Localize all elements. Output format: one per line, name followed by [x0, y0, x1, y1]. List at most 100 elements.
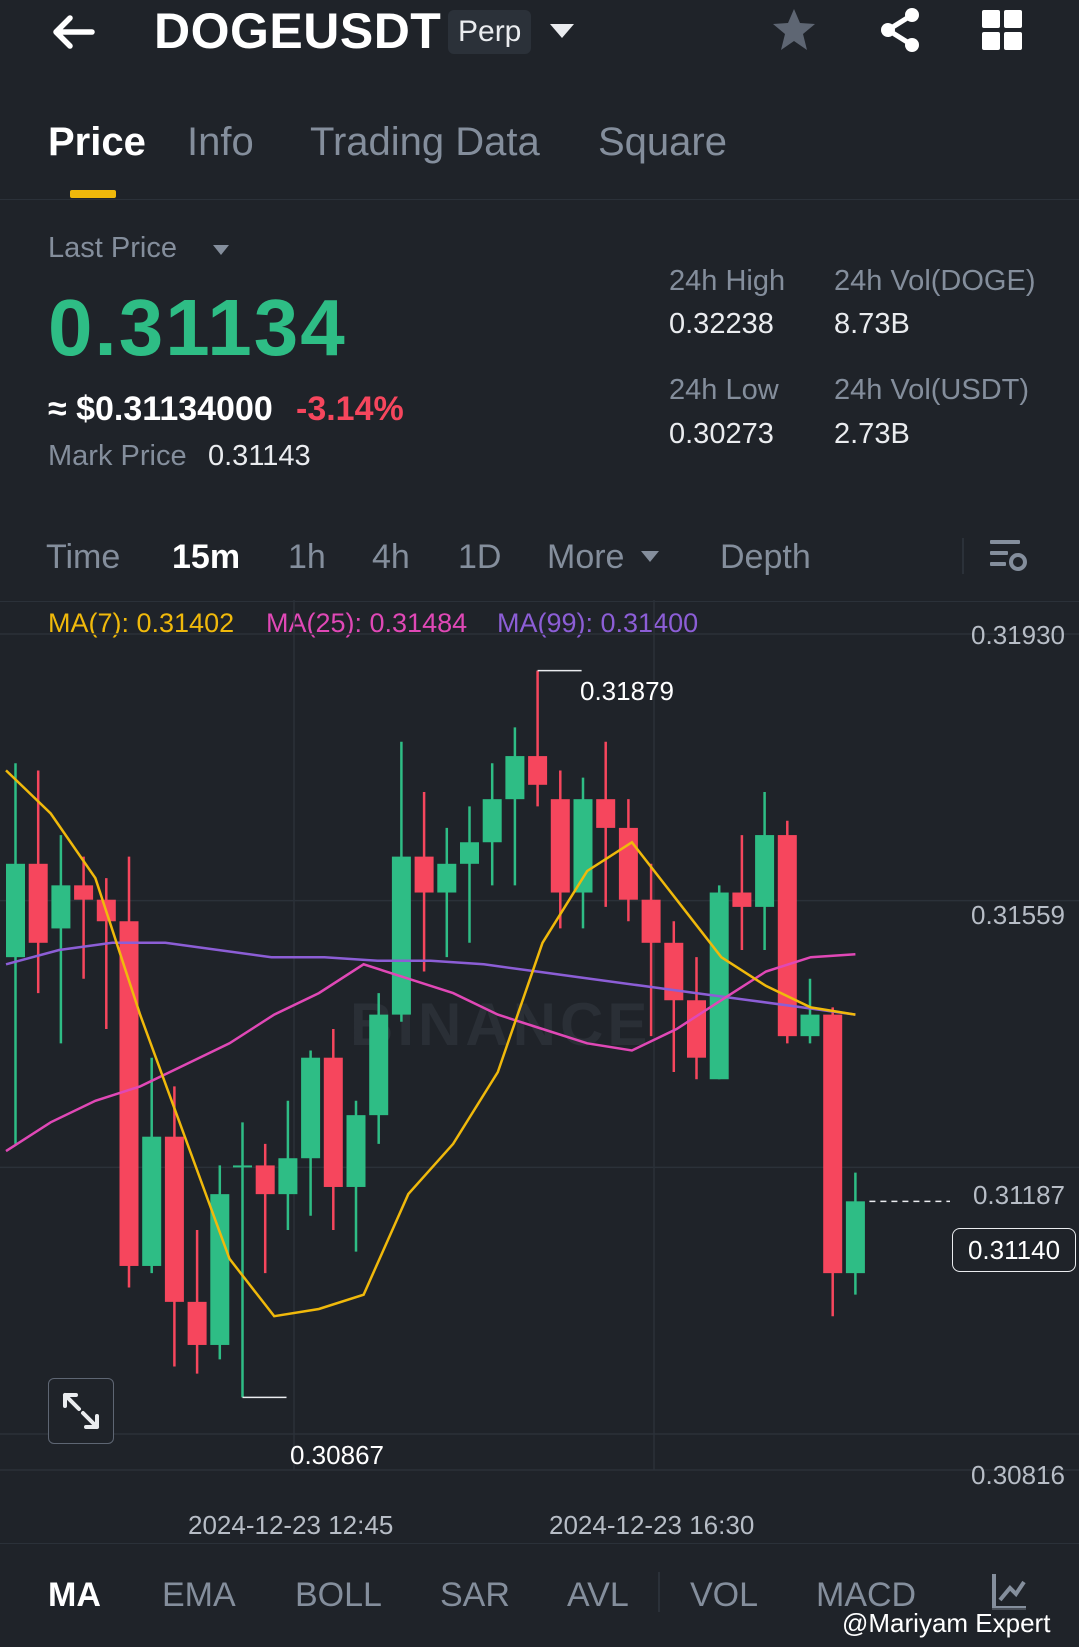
ma7-line [5, 769, 856, 1318]
candle-body [187, 1301, 207, 1345]
drawing-tool-icon[interactable] [990, 1572, 1030, 1612]
chart-settings-icon[interactable] [988, 536, 1028, 576]
ma99-line [5, 941, 856, 1016]
candle-body [391, 856, 411, 1015]
indicator-divider [658, 1572, 660, 1612]
candle-body [618, 827, 638, 900]
candle-body [51, 885, 71, 929]
vol-base-label: 24h Vol(DOGE) [834, 265, 1036, 297]
candle-body [755, 835, 775, 907]
time-axis-label: 2024-12-23 16:30 [549, 1510, 755, 1540]
candle-body [482, 799, 502, 843]
candle-body [596, 799, 616, 828]
tab-square[interactable]: Square [598, 120, 727, 164]
candle-body [6, 863, 25, 958]
candle-body [28, 863, 48, 943]
top-bar: DOGEUSDT Perp [0, 0, 1079, 96]
candle-body [777, 835, 797, 1037]
tab-trading-data[interactable]: Trading Data [310, 120, 540, 164]
vol-quote-value: 2.73B [834, 418, 910, 450]
low-24h-label: 24h Low [669, 374, 779, 406]
tf-more[interactable]: More [547, 538, 625, 576]
candle-body [414, 856, 434, 893]
candle-body [278, 1158, 298, 1195]
candle-body [346, 1115, 366, 1187]
tf-time[interactable]: Time [46, 538, 121, 576]
candle-body [142, 1136, 162, 1266]
candle-body [119, 921, 139, 1266]
high-marker-label: 0.31879 [580, 676, 674, 706]
candle-body [687, 1000, 706, 1058]
high-24h-value: 0.32238 [669, 308, 774, 340]
back-arrow-icon[interactable] [48, 8, 104, 56]
candle-body [709, 892, 729, 1080]
candle-body [845, 1201, 865, 1274]
low-24h-value: 0.30273 [669, 418, 774, 450]
active-tab-indicator [70, 190, 116, 198]
ma25-legend: MA(25): 0.31484 [266, 608, 468, 638]
candle-body [164, 1136, 184, 1302]
indicator-ma[interactable]: MA [48, 1576, 101, 1614]
symbol-dropdown-icon[interactable] [548, 22, 576, 40]
tf-4h[interactable]: 4h [372, 538, 410, 576]
candle-body [369, 1014, 389, 1116]
vol-base-value: 8.73B [834, 308, 910, 340]
price-axis-label: 0.30816 [971, 1460, 1065, 1490]
vol-quote-label: 24h Vol(USDT) [834, 374, 1030, 406]
price-axis-label: 0.31187 [972, 1180, 1065, 1210]
low-marker-label: 0.30867 [290, 1440, 384, 1470]
mark-price-value: 0.31143 [208, 440, 311, 472]
candle-body [323, 1057, 343, 1187]
ma7-legend: MA(7): 0.31402 [48, 608, 235, 638]
mark-price-label: Mark Price [48, 440, 187, 472]
candle-body [550, 799, 570, 893]
price-axis-label: 0.31930 [971, 620, 1065, 650]
ma25-line [5, 953, 856, 1153]
expand-icon [63, 1393, 99, 1429]
indicator-ema[interactable]: EMA [162, 1576, 236, 1614]
time-axis-label: 2024-12-23 12:45 [188, 1510, 394, 1540]
indicator-boll[interactable]: BOLL [295, 1576, 382, 1614]
timeframe-divider [962, 538, 964, 574]
indicator-avl[interactable]: AVL [567, 1576, 629, 1614]
high-24h-label: 24h High [669, 265, 786, 297]
indicator-sar[interactable]: SAR [440, 1576, 510, 1614]
last-price-label[interactable]: Last Price [48, 232, 177, 264]
symbol-title[interactable]: DOGEUSDT [154, 3, 442, 59]
last-price-value: 0.31134 [48, 283, 347, 372]
candle-body [823, 1014, 843, 1274]
candlestick-chart[interactable] [0, 600, 1079, 1500]
candle-body [233, 1165, 252, 1168]
watermark-credit: @Mariyam Expert [838, 1608, 1055, 1639]
candle-body [460, 842, 479, 864]
candle-body [800, 1014, 820, 1037]
tf-depth[interactable]: Depth [720, 538, 811, 576]
perp-badge: Perp [448, 10, 532, 54]
candle-body [255, 1165, 275, 1195]
ma99-legend: MA(99): 0.31400 [497, 608, 699, 638]
fullscreen-button[interactable] [48, 1378, 114, 1444]
candle-body [528, 756, 548, 785]
candle-body [210, 1194, 230, 1345]
main-tabs: Price Info Trading Data Square [0, 110, 1079, 200]
more-dropdown-icon[interactable] [640, 550, 660, 564]
price-change-percent: -3.14% [296, 390, 404, 428]
indicator-macd[interactable]: MACD [816, 1576, 917, 1614]
favorite-star-icon[interactable] [770, 6, 818, 54]
tf-15m[interactable]: 15m [172, 538, 241, 576]
tab-price[interactable]: Price [48, 120, 146, 164]
tf-1h[interactable]: 1h [288, 538, 326, 576]
candle-body [505, 756, 525, 800]
grid-menu-icon[interactable] [982, 10, 1024, 52]
candle-body [74, 885, 94, 900]
candle-body [641, 899, 661, 943]
indicator-vol[interactable]: VOL [690, 1576, 759, 1614]
timeframe-bar: Time 15m 1h 4h 1D More Depth [0, 520, 1079, 602]
candle-body [664, 942, 684, 1001]
share-icon[interactable] [876, 6, 924, 54]
last-price-dropdown-icon[interactable] [212, 244, 230, 256]
indicator-bar: MA EMA BOLL SAR AVL VOL MACD [0, 1543, 1079, 1647]
tab-info[interactable]: Info [187, 120, 254, 164]
tf-1d[interactable]: 1D [458, 538, 502, 576]
current-price-tag: 0.31140 [952, 1228, 1076, 1272]
